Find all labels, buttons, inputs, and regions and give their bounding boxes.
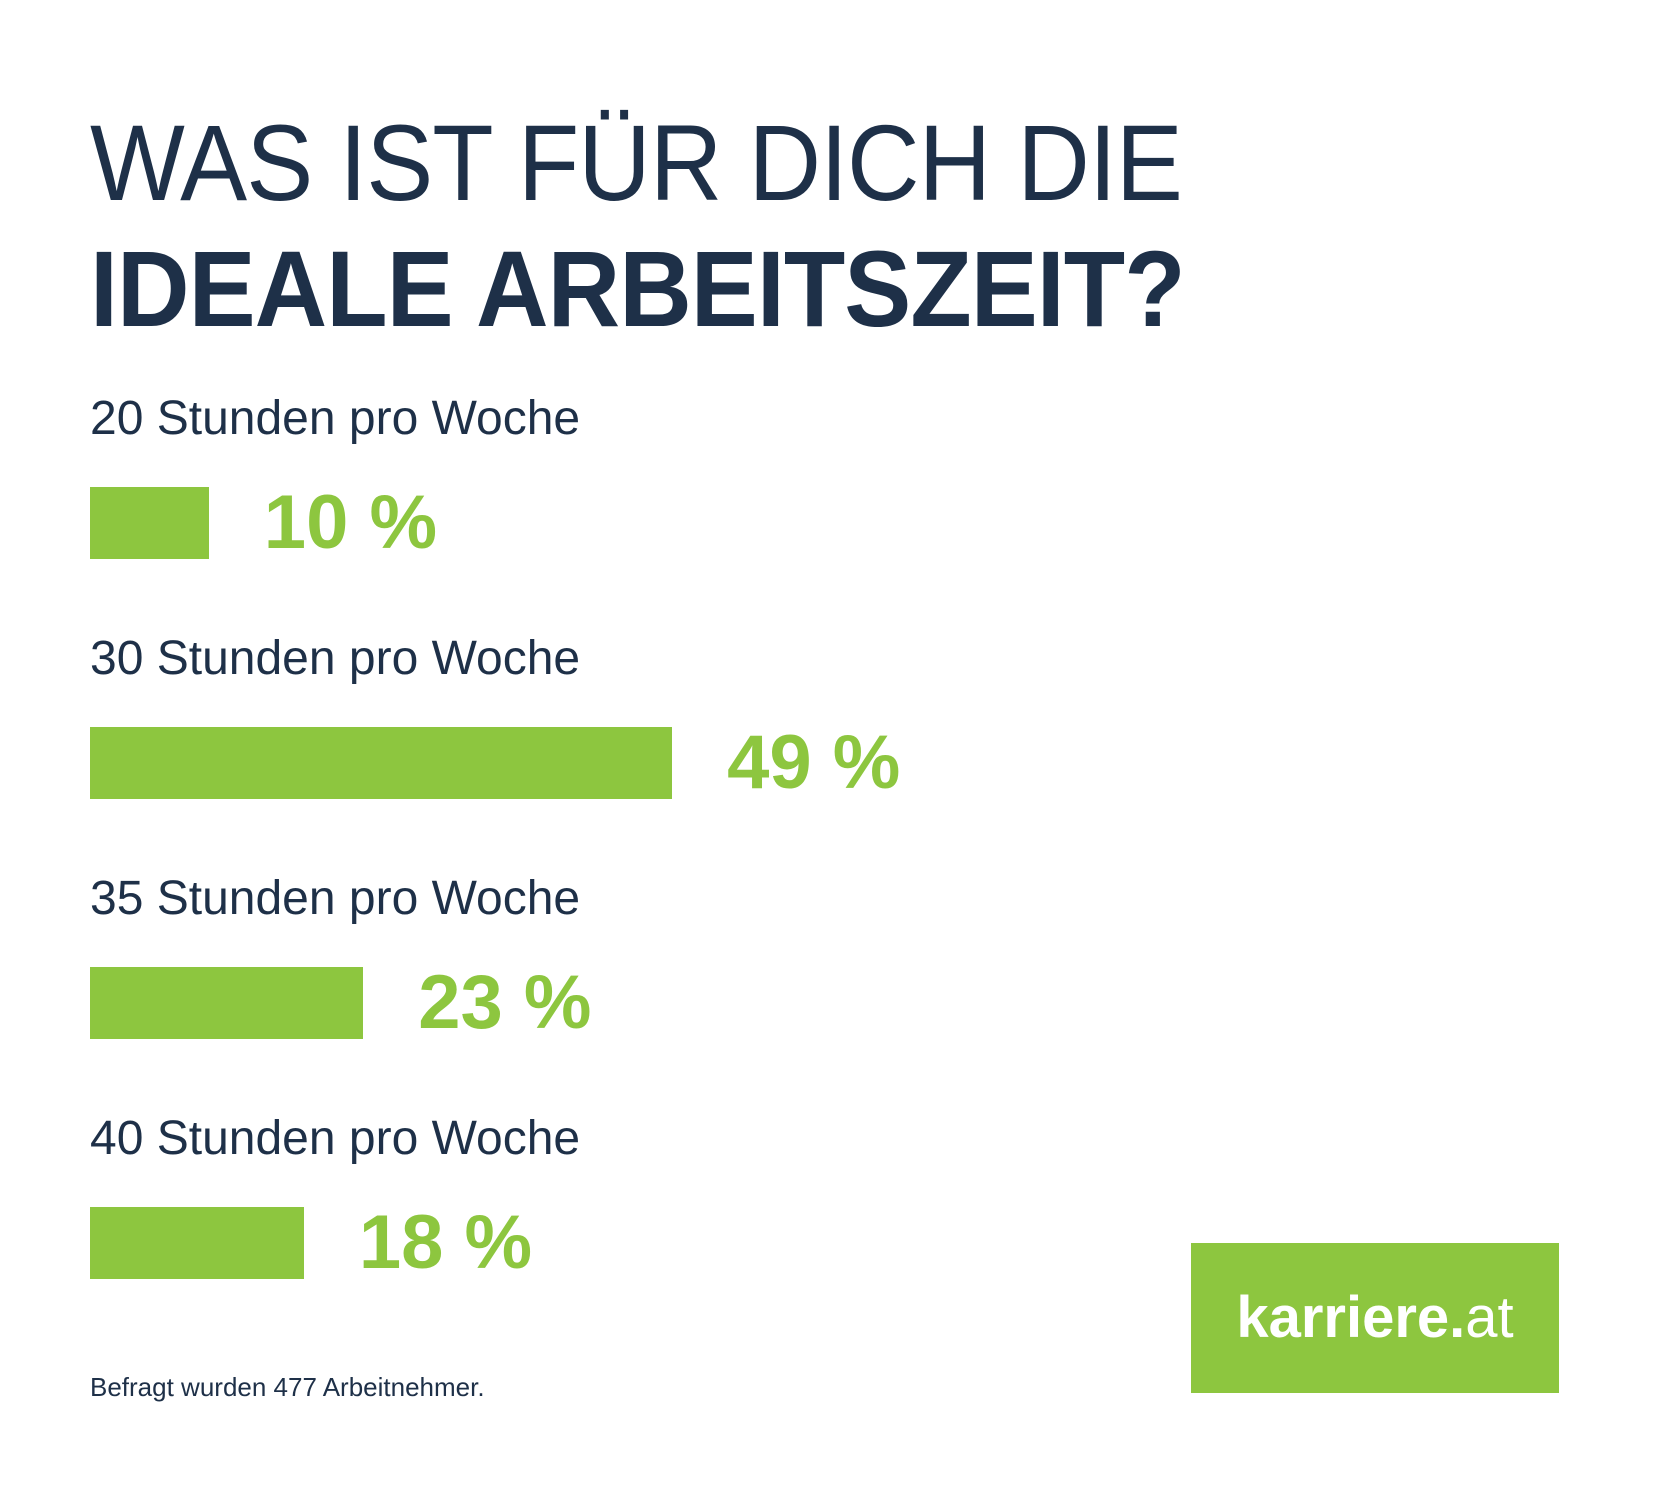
bar-40-stunden [90, 1207, 304, 1279]
category-label: 20 Stunden pro Woche [90, 392, 581, 445]
title-line-1: WAS IST FÜR DICH DIE [90, 102, 1183, 223]
karriere-at-logo: karriere.at [1191, 1243, 1559, 1393]
category-label: 30 Stunden pro Woche [90, 632, 581, 685]
value-label: 10 % [263, 480, 438, 565]
bar-30-stunden [90, 727, 673, 799]
survey-note: Befragt wurden 477 Arbeitnehmer. [90, 1372, 485, 1402]
logo-text: karriere.at [1236, 1289, 1513, 1347]
bar-35-stunden [90, 967, 364, 1039]
category-label: 40 Stunden pro Woche [90, 1112, 581, 1165]
bar-line: 10 % [90, 484, 1654, 562]
bar-chart: 20 Stunden pro Woche 10 % 30 Stunden pro… [90, 390, 1654, 1282]
logo-text-bold: karriere. [1236, 1285, 1466, 1350]
value-label: 49 % [727, 720, 901, 805]
category-label: 35 Stunden pro Woche [90, 872, 581, 925]
chart-row-20-stunden: 20 Stunden pro Woche 10 % [90, 390, 1654, 562]
title-line-2: IDEALE ARBEITSZEIT? [90, 228, 1186, 349]
chart-row-35-stunden: 35 Stunden pro Woche 23 % [90, 870, 1654, 1042]
chart-row-40-stunden: 40 Stunden pro Woche 18 % [90, 1110, 1654, 1282]
bar-line: 49 % [90, 724, 1654, 802]
logo-text-light: at [1465, 1285, 1514, 1350]
bar-line: 23 % [90, 964, 1654, 1042]
value-label: 18 % [358, 1200, 533, 1285]
page-title: WAS IST FÜR DICH DIE IDEALE ARBEITSZEIT? [90, 100, 1654, 352]
bar-line: 18 % [90, 1204, 1654, 1282]
bar-20-stunden [90, 487, 209, 559]
value-label: 23 % [418, 960, 592, 1045]
chart-row-30-stunden: 30 Stunden pro Woche 49 % [90, 630, 1654, 802]
